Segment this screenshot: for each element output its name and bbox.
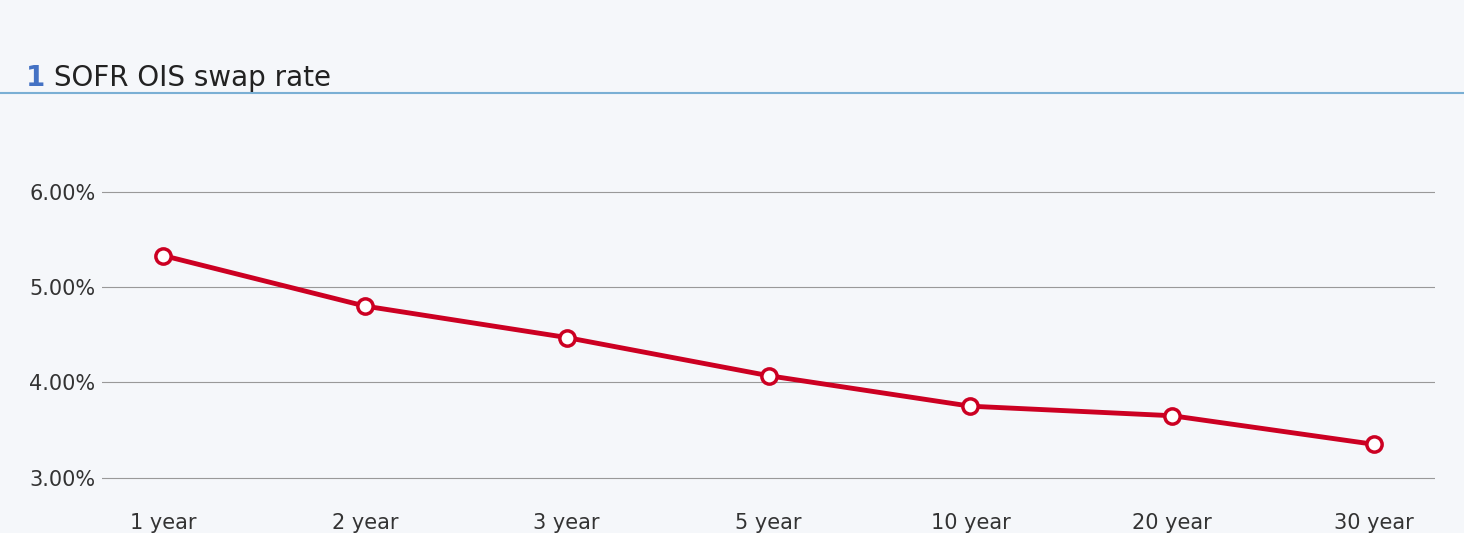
Text: 1: 1 (26, 64, 45, 92)
Text: SOFR OIS swap rate: SOFR OIS swap rate (45, 64, 331, 92)
